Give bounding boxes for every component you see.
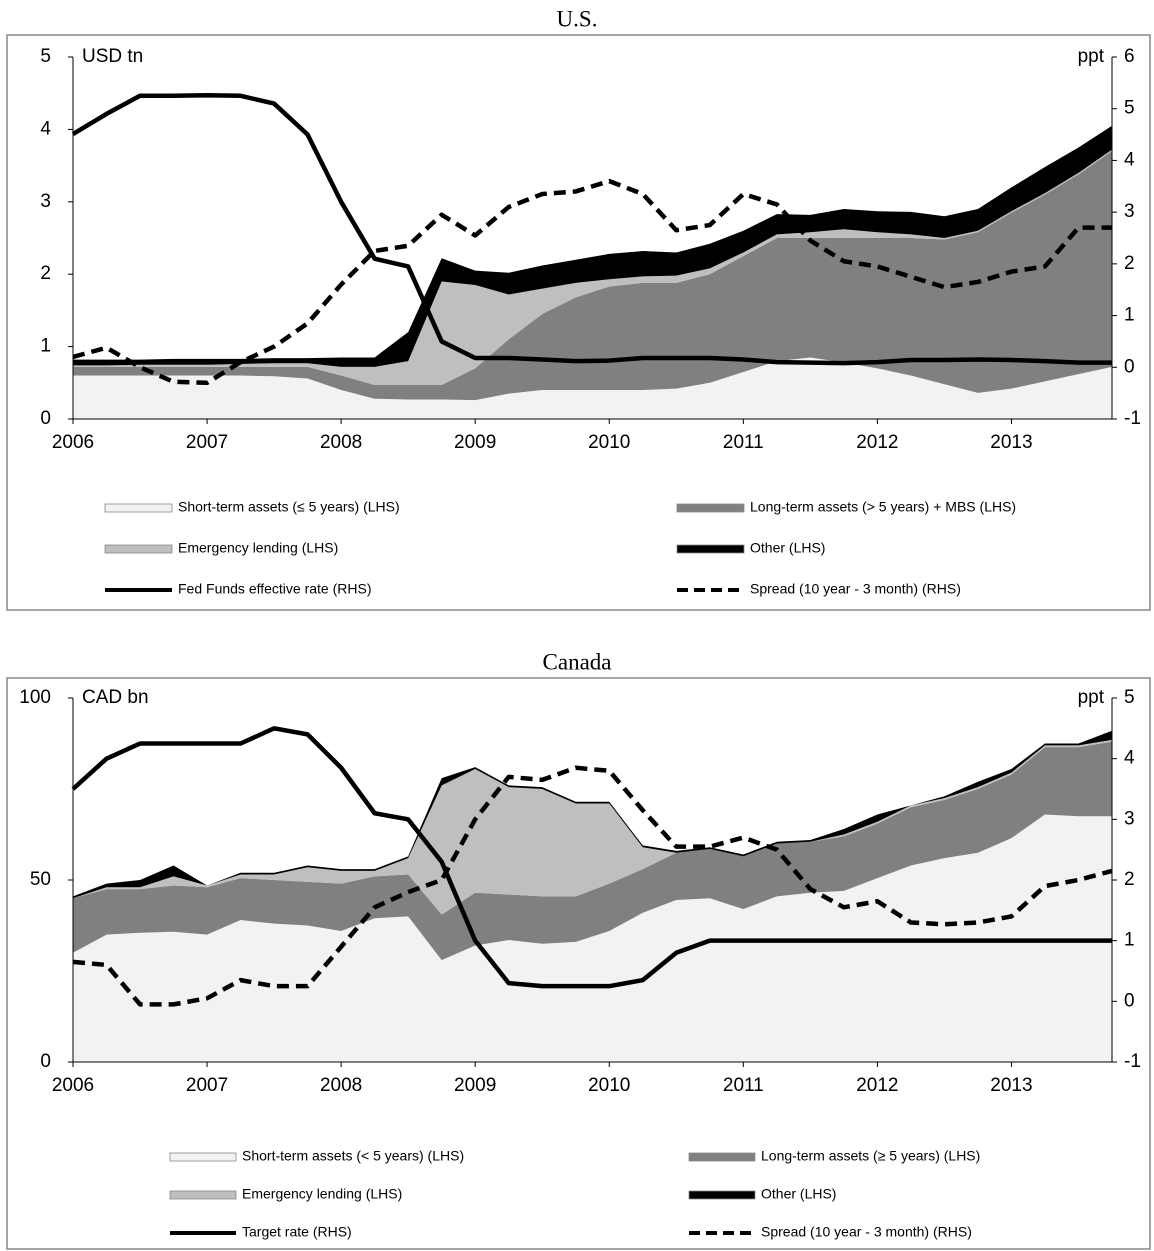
y-tick-label: 5 xyxy=(40,46,51,67)
line xyxy=(71,93,1112,366)
y2-tick-label: 5 xyxy=(1124,687,1135,708)
y2-tick-label: -1 xyxy=(1124,408,1141,429)
legend-label: Spread (10 year - 3 month) (RHS) xyxy=(761,1224,972,1240)
y-tick-label: 1 xyxy=(40,336,51,357)
panel-frame xyxy=(6,677,1151,1250)
legend-swatch xyxy=(169,1152,237,1162)
y-tick-label: 0 xyxy=(40,408,51,429)
y-tick-label: 2 xyxy=(40,263,51,284)
x-tick-label: 2009 xyxy=(454,1075,496,1096)
y2-tick-label: 3 xyxy=(1124,808,1135,829)
y-tick-label: 3 xyxy=(40,191,51,212)
y2-axis-label: ppt xyxy=(1078,687,1105,708)
x-tick-label: 2013 xyxy=(990,1075,1032,1096)
x-tick-label: 2006 xyxy=(52,1075,94,1096)
panel: U.S. 0 1 2 3 4 5 -1 0 1 2 3 4 5 6 2006 2007 2008 2009 2010 2… xyxy=(6,6,1151,611)
x-tick-label: 2011 xyxy=(723,432,764,453)
x-tick-label: 2008 xyxy=(320,1075,362,1096)
x-tick-label: 2011 xyxy=(723,1075,764,1096)
x-tick-label: 2006 xyxy=(52,432,94,453)
area xyxy=(73,814,1112,1062)
y-tick-label: 50 xyxy=(30,869,51,890)
line xyxy=(72,765,1113,1007)
x-tick-label: 2008 xyxy=(320,432,362,453)
legend-label: Emergency lending (LHS) xyxy=(242,1186,402,1202)
legend-label: Long-term assets (≥ 5 years) (LHS) xyxy=(761,1148,980,1164)
x-tick-label: 2007 xyxy=(186,432,228,453)
legend-label: Emergency lending (LHS) xyxy=(178,540,338,556)
x-tick-label: 2009 xyxy=(454,432,496,453)
y2-tick-label: 1 xyxy=(1124,305,1135,326)
x-tick-label: 2013 xyxy=(990,432,1032,453)
y2-tick-label: 0 xyxy=(1124,990,1135,1011)
legend-swatch xyxy=(104,503,173,513)
y2-axis-label: ppt xyxy=(1078,46,1105,67)
y2-tick-label: 3 xyxy=(1124,201,1135,222)
x-tick-label: 2012 xyxy=(856,1075,898,1096)
line xyxy=(71,726,1112,989)
legend-label: Other (LHS) xyxy=(750,540,825,556)
area xyxy=(73,357,1112,419)
x-tick-label: 2010 xyxy=(588,432,630,453)
panel-title: U.S. xyxy=(557,6,598,31)
legend-swatch xyxy=(104,544,173,554)
y2-tick-label: 0 xyxy=(1124,356,1135,377)
y2-tick-label: -1 xyxy=(1124,1051,1141,1072)
x-tick-label: 2012 xyxy=(856,432,898,453)
area xyxy=(73,151,1112,401)
panel-title: Canada xyxy=(543,649,612,674)
legend-label: Fed Funds effective rate (RHS) xyxy=(178,581,371,597)
y2-tick-label: 4 xyxy=(1124,748,1135,769)
legend-swatch xyxy=(676,544,745,554)
panel: Canada 0 50 100 -1 0 1 2 3 4 5 2006 2007 2008 2009 2010… xyxy=(6,649,1151,1250)
legend-label: Target rate (RHS) xyxy=(242,1224,352,1240)
x-tick-label: 2007 xyxy=(186,1075,228,1096)
line xyxy=(72,178,1112,386)
y2-tick-label: 4 xyxy=(1124,149,1135,170)
legend-swatch xyxy=(169,1190,237,1200)
legend-label: Long-term assets (> 5 years) + MBS (LHS) xyxy=(750,499,1016,515)
y-tick-label: 0 xyxy=(40,1051,51,1072)
y2-tick-label: 2 xyxy=(1124,253,1135,274)
y-axis-label: CAD bn xyxy=(82,687,149,708)
y2-tick-label: 5 xyxy=(1124,98,1135,119)
area xyxy=(73,739,1112,915)
y2-tick-label: 2 xyxy=(1124,869,1135,890)
legend-swatch xyxy=(688,1152,756,1162)
y2-tick-label: 1 xyxy=(1124,930,1135,951)
y2-tick-label: 6 xyxy=(1124,46,1135,67)
x-tick-label: 2010 xyxy=(588,1075,630,1096)
y-tick-label: 100 xyxy=(19,687,51,708)
legend-label: Short-term assets (< 5 years) (LHS) xyxy=(242,1148,464,1164)
legend-swatch xyxy=(676,503,745,513)
panel-frame xyxy=(6,34,1151,611)
area xyxy=(73,741,1112,961)
legend-label: Spread (10 year - 3 month) (RHS) xyxy=(750,581,961,597)
y-axis-label: USD tn xyxy=(82,46,143,67)
legend-swatch xyxy=(688,1190,756,1200)
y-tick-label: 4 xyxy=(40,118,51,139)
legend-label: Other (LHS) xyxy=(761,1186,836,1202)
legend-label: Short-term assets (≤ 5 years) (LHS) xyxy=(178,499,400,515)
